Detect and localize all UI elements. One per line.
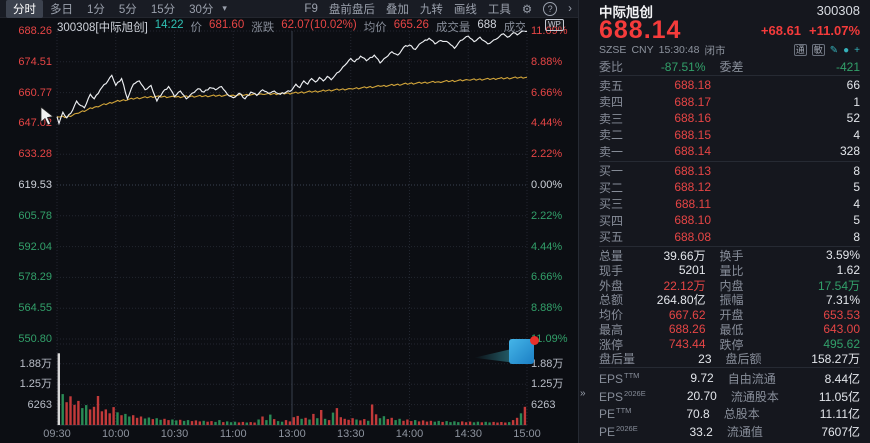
alert-icon[interactable]: ● — [843, 44, 850, 56]
fin-row: PETTM 70.8 总股本 11.11亿 — [599, 406, 860, 422]
timeshare-chart[interactable]: 688.26 674.51 660.77 647.02 633.28 619.53 605.… — [0, 18, 578, 443]
stat-row: 均价 667.62 开盘 653.53 — [599, 307, 861, 323]
ask-row-3[interactable]: 卖三 688.16 52 — [599, 111, 860, 126]
menu-f9[interactable]: F9 — [304, 2, 318, 15]
market-status: 闭市 — [704, 44, 726, 57]
weibi-value: -87.51% — [660, 59, 706, 74]
change-pct: +11.07% — [809, 23, 860, 38]
toolbar-menu: F9 盘前盘后 叠加 九转 画线 工具 ⚙ ? › — [304, 1, 572, 17]
weibi-label: 委比 — [599, 60, 624, 74]
stat-row: 涨停 743.44 跌停 495.62 — [599, 337, 861, 352]
ask-row-5[interactable]: 卖五 688.18 66 — [599, 78, 860, 93]
marker-red-dot — [530, 336, 539, 345]
stat-row: 现手 5201 量比 1.62 — [599, 263, 861, 278]
chart-info-line: 300308[中际旭创] 14:22 价 681.60 涨跌 62.07(10.… — [57, 19, 525, 35]
bid-row-1[interactable]: 买一 688.13 8 — [599, 163, 860, 179]
panel-expander[interactable]: » — [580, 388, 586, 399]
tab-15min[interactable]: 15分 — [150, 3, 176, 16]
exchange-label: SZSE — [599, 44, 627, 56]
volume-value: 688 — [477, 19, 497, 31]
price-label: 价 — [190, 22, 203, 34]
stock-name: 中际旭创 — [599, 4, 653, 20]
gear-icon[interactable]: ⚙ — [521, 3, 533, 16]
menu-nine-turn[interactable]: 九转 — [419, 3, 443, 16]
stat-row: 总量 39.66万 换手 3.59% — [599, 248, 861, 263]
marker-cube — [509, 339, 534, 364]
tab-timeshare[interactable]: 分时 — [6, 0, 43, 18]
wp-watermark-badge: WP — [545, 19, 564, 31]
quote-panel: 中际旭创 300308 688.14 +68.61 +11.07% SZSE C… — [578, 0, 870, 443]
menu-tools[interactable]: 工具 — [487, 3, 511, 16]
weicha-label: 委差 — [719, 60, 744, 74]
bid-row-3[interactable]: 买三 688.11 4 — [599, 196, 860, 212]
stat-row: 总额 264.80亿 振幅 7.31% — [599, 292, 861, 308]
menu-pre-after-market[interactable]: 盘前盘后 — [328, 3, 375, 16]
add-icon[interactable]: + — [854, 44, 860, 56]
ask-row-1[interactable]: 卖一 688.14 328 — [599, 144, 860, 159]
ask-row-2[interactable]: 卖二 688.15 4 — [599, 127, 860, 143]
volume-label: 成交量 — [435, 22, 471, 34]
ask-row-4[interactable]: 卖四 688.17 1 — [599, 94, 860, 110]
fin-row: EPSTTM 9.72 自由流通 8.44亿 — [599, 370, 860, 386]
stat-row: 外盘 22.12万 内盘 17.54万 — [599, 278, 861, 293]
bid-row-2[interactable]: 买二 688.12 5 — [599, 180, 860, 195]
stock-code-name: 300308[中际旭创] — [57, 22, 148, 34]
menu-draw-line[interactable]: 画线 — [453, 3, 477, 16]
currency-label: CNY — [631, 44, 654, 56]
bid-row-5[interactable]: 买五 688.08 8 — [599, 229, 860, 245]
crosshair-time: 14:22 — [154, 19, 184, 31]
chevron-down-icon[interactable]: ▾ — [222, 3, 227, 13]
weicha-value: -421 — [835, 59, 861, 74]
avg-value: 665.26 — [393, 19, 429, 31]
fin-row: EPS2026E 20.70 流通股本 11.05亿 — [599, 388, 861, 404]
menu-overlay[interactable]: 叠加 — [385, 3, 409, 16]
mouse-cursor — [40, 106, 54, 126]
avg-label: 均价 — [363, 22, 387, 34]
tab-5min[interactable]: 5分 — [118, 3, 137, 16]
change-abs: +68.61 — [760, 23, 802, 38]
chart-canvas[interactable] — [0, 18, 578, 443]
help-icon[interactable]: ? — [543, 1, 558, 16]
stock-code: 300308 — [816, 3, 860, 18]
stat-row: 最高 688.26 最低 643.00 — [599, 322, 861, 337]
pencil-icon[interactable]: ✎ — [829, 44, 839, 56]
commission-ratio-row: 委比 -87.51% 委差 -421 — [599, 59, 861, 75]
bid-row-4[interactable]: 买四 688.10 5 — [599, 213, 860, 228]
change-value: 62.07(10.02%) — [281, 19, 357, 31]
stat-row: 盘后量 23 盘后额 158.27万 — [599, 351, 861, 367]
change-label: 涨跌 — [251, 22, 275, 34]
min-badge[interactable]: 敏 — [811, 44, 825, 56]
tab-1min[interactable]: 1分 — [87, 3, 105, 16]
tab-30min[interactable]: 30分 — [189, 3, 214, 16]
truncated-label: 成交... — [503, 22, 525, 34]
last-price: 688.14 — [599, 16, 682, 44]
tong-badge[interactable]: 通 — [793, 44, 807, 56]
fin-row: PE2026E 33.2 流通值 7607亿 — [599, 424, 861, 440]
chart-toolbar: 分时 多日 1分 5分 15分 30分 ▾ F9 盘前盘后 叠加 九转 画线 工… — [0, 0, 578, 18]
more-chevron-icon[interactable]: › — [568, 2, 572, 15]
price-change: +68.61 +11.07% — [761, 23, 860, 38]
quote-time: 15:30:48 — [658, 44, 700, 56]
tab-multiday[interactable]: 多日 — [50, 3, 73, 16]
price-value: 681.60 — [209, 19, 245, 31]
limit-up-marker-icon — [474, 336, 540, 372]
